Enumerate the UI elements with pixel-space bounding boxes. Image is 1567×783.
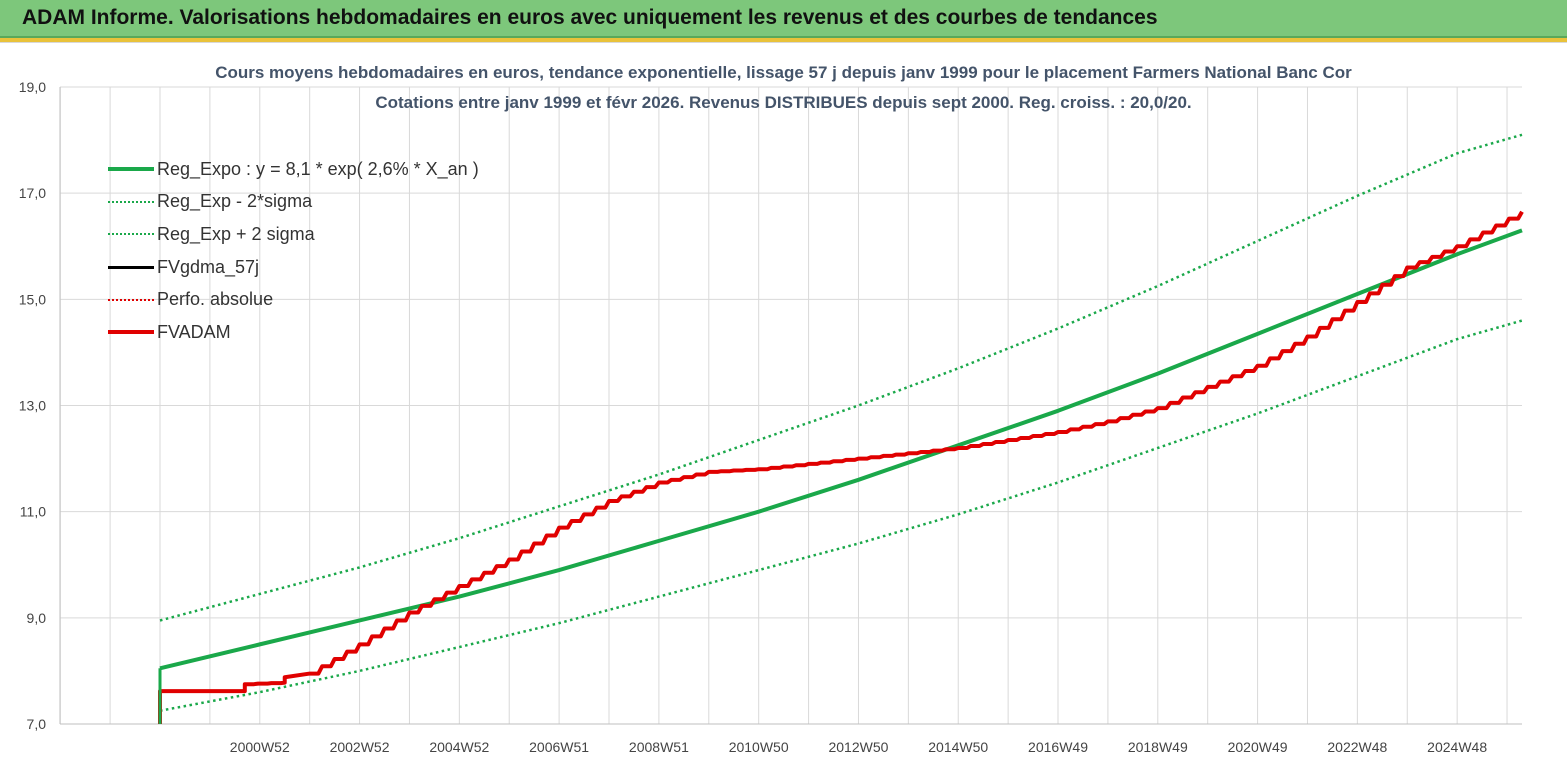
chart-frame xyxy=(0,42,1567,783)
x-tick-label: 2014W50 xyxy=(928,739,988,755)
legend-swatch xyxy=(108,233,154,236)
series-line-0 xyxy=(159,228,1523,671)
legend-item: Reg_Exp + 2 sigma xyxy=(108,218,479,251)
y-tick-label: 9,0 xyxy=(27,610,47,626)
axes xyxy=(59,87,1522,725)
legend-swatch xyxy=(108,330,154,335)
y-tick-label: 11,0 xyxy=(20,504,46,520)
y-tick-label: 19,0 xyxy=(19,79,46,95)
report-header: ADAM Informe. Valorisations hebdomadaire… xyxy=(0,0,1567,38)
legend-label: Reg_Expo : y = 8,1 * exp( 2,6% * X_an ) xyxy=(157,158,479,179)
legend-swatch xyxy=(108,167,154,172)
x-tick-label: 2024W48 xyxy=(1427,739,1487,755)
chart-title: Cours moyens hebdomadaires en euros, ten… xyxy=(215,63,1352,82)
legend-label: Perfo. absolue xyxy=(157,289,274,310)
chart-legend: Reg_Expo : y = 8,1 * exp( 2,6% * X_an ) R… xyxy=(108,153,479,349)
series-line-2 xyxy=(159,133,1523,622)
chart-subtitle: Cotations entre janv 1999 et févr 2026. … xyxy=(375,93,1192,112)
tick-labels: 7,0 9,0 11,0 13,0 15,0 17,0 19,0 2000W52 2002W52… xyxy=(19,79,1488,755)
legend-item: Perfo. absolue xyxy=(108,283,479,316)
legend-item: FVgdma_57j xyxy=(108,251,479,284)
x-tick-label: 2010W50 xyxy=(729,739,789,755)
legend-item: FVADAM xyxy=(108,316,479,349)
legend-swatch xyxy=(108,298,154,301)
x-tick-label: 2018W49 xyxy=(1128,739,1188,755)
corner-mark-left xyxy=(0,38,16,42)
legend-label: FVADAM xyxy=(157,321,231,342)
y-tick-label: 7,0 xyxy=(27,716,47,732)
series-lines xyxy=(158,133,1524,724)
y-tick-label: 17,0 xyxy=(19,185,46,201)
legend-label: Reg_Exp + 2 sigma xyxy=(157,223,315,244)
series-line-3 xyxy=(158,210,1524,724)
legend-item: Reg_Exp - 2*sigma xyxy=(108,186,479,219)
x-tick-label: 2004W52 xyxy=(429,739,489,755)
x-tick-label: 2000W52 xyxy=(230,739,290,755)
x-tick-label: 2020W49 xyxy=(1228,739,1288,755)
x-tick-label: 2002W52 xyxy=(330,739,390,755)
y-tick-label: 15,0 xyxy=(19,291,46,307)
x-tick-label: 2008W51 xyxy=(629,739,689,755)
report-title: ADAM Informe. Valorisations hebdomadaire… xyxy=(22,6,1158,29)
accent-bar xyxy=(0,38,1567,42)
grid-lines xyxy=(59,86,1522,725)
series-line-1 xyxy=(159,319,1523,712)
x-tick-label: 2022W48 xyxy=(1327,739,1387,755)
x-tick-label: 2012W50 xyxy=(828,739,888,755)
legend-swatch xyxy=(108,200,154,203)
legend-swatch xyxy=(108,265,154,269)
y-tick-label: 13,0 xyxy=(19,398,46,414)
x-tick-label: 2016W49 xyxy=(1028,739,1088,755)
legend-label: Reg_Exp - 2*sigma xyxy=(157,191,313,212)
legend-item: Reg_Expo : y = 8,1 * exp( 2,6% * X_an ) xyxy=(108,153,479,186)
legend-label: FVgdma_57j xyxy=(157,256,260,277)
x-tick-label: 2006W51 xyxy=(529,739,589,755)
